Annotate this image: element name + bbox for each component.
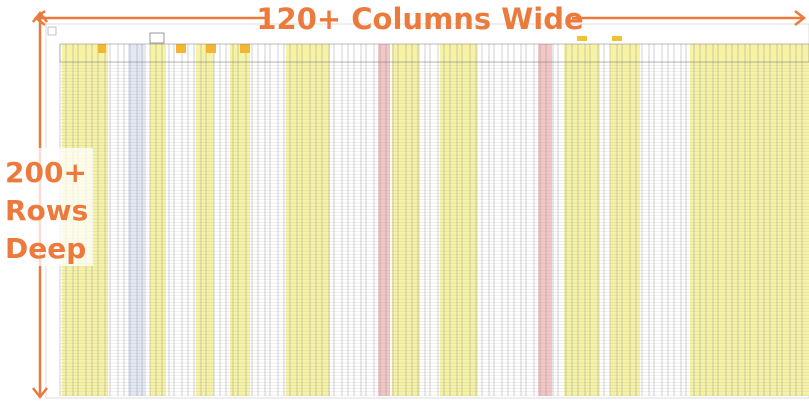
arrow-head [32,10,48,23]
rows-label: 200+ [5,156,87,189]
header-highlight [176,44,186,53]
header-row [59,43,809,63]
columns-annotation: 120+ Columns Wide [33,2,807,36]
arrow-head [794,10,807,26]
header-box [149,32,165,44]
row-lines [60,62,809,396]
header-highlight [240,44,250,53]
label-backdrop [3,148,93,266]
rows-label: Deep [5,232,86,265]
header-highlight [98,44,106,53]
sheet-logo [47,26,57,36]
arrow-head [32,387,48,400]
header-highlight [206,44,216,53]
rows-annotation: 200+ Rows Deep [3,10,93,400]
header-flag [612,36,622,41]
header-flag [577,36,587,41]
columns-label: 120+ Columns Wide [256,2,583,36]
spreadsheet [45,23,809,399]
rows-label: Rows [5,194,88,227]
